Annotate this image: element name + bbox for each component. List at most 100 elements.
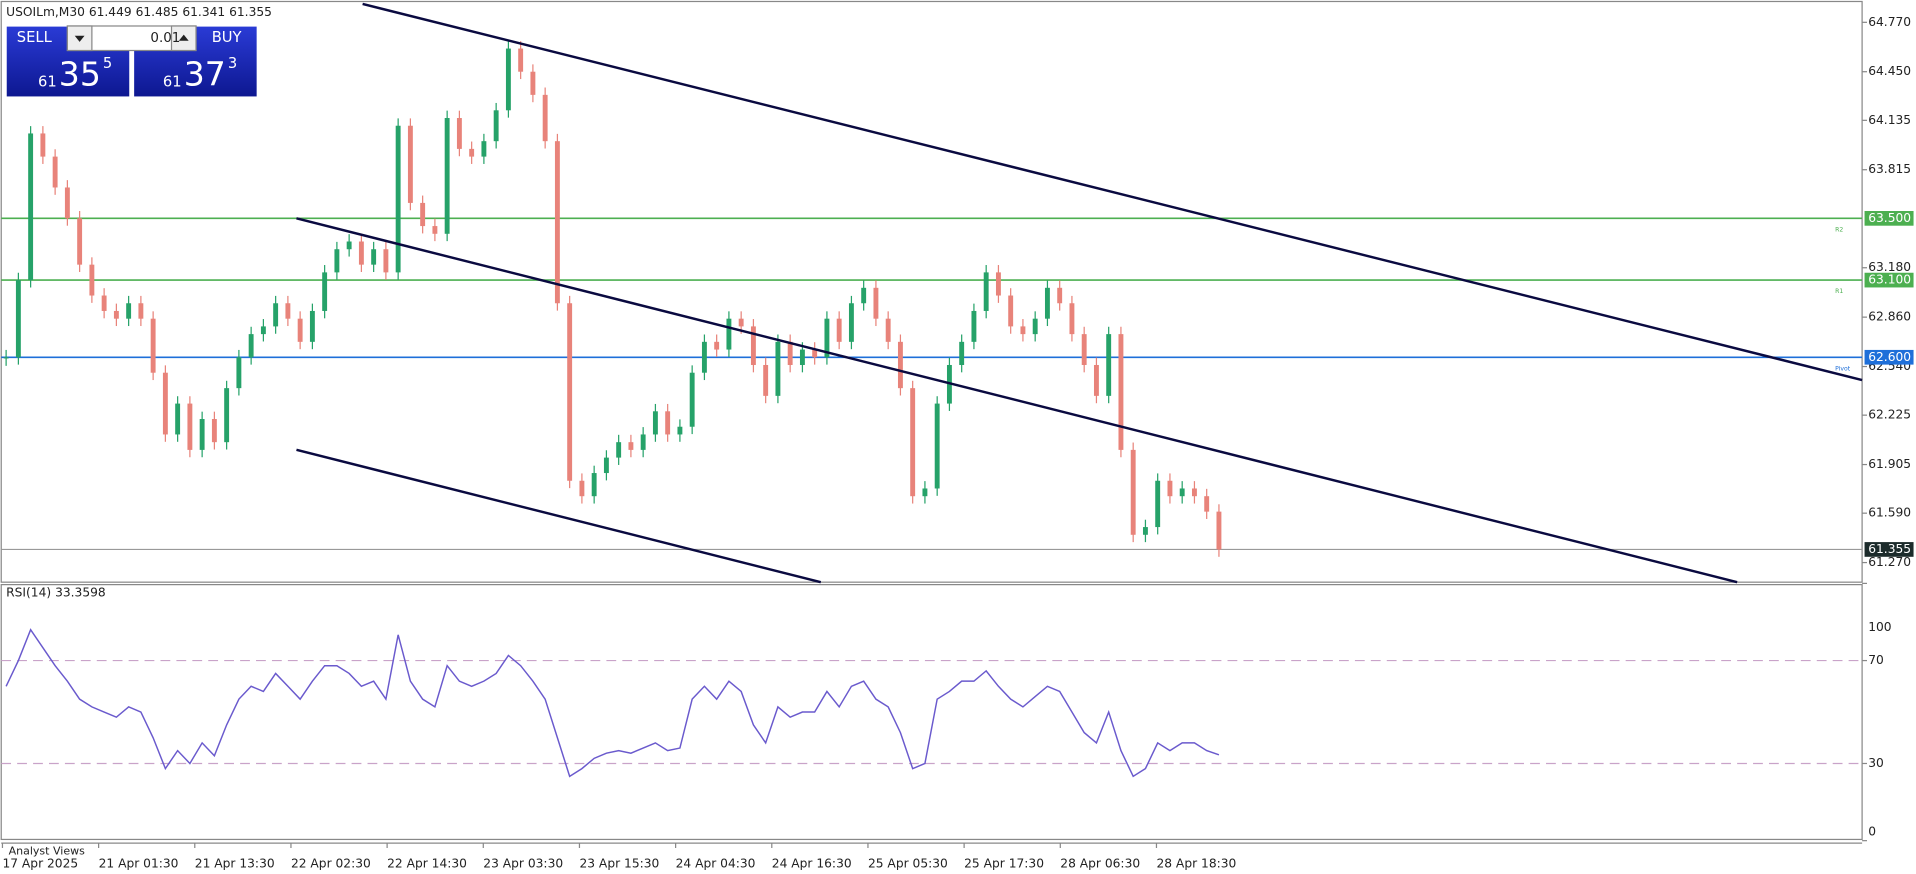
candle xyxy=(187,403,193,450)
candle xyxy=(1142,527,1148,535)
candle xyxy=(1093,364,1099,396)
price-tick-label: 64.135 xyxy=(1868,113,1911,127)
candle xyxy=(481,141,487,157)
candle xyxy=(113,310,119,319)
time-label: 23 Apr 03:30 xyxy=(483,856,563,870)
level-tag: R1 xyxy=(1835,288,1843,295)
candle xyxy=(848,303,854,342)
candle xyxy=(1020,326,1026,335)
rsi-title: RSI(14) 33.3598 xyxy=(6,586,106,600)
price-tick-label: 61.590 xyxy=(1868,506,1911,520)
candle xyxy=(260,326,266,335)
candle xyxy=(309,310,315,342)
candle xyxy=(346,241,352,250)
price-tick-label: 63.180 xyxy=(1868,260,1911,274)
trend-line xyxy=(296,217,1738,584)
candle xyxy=(1008,295,1014,327)
time-label: 23 Apr 15:30 xyxy=(579,856,659,870)
rsi-line xyxy=(5,628,1220,778)
price-tick-label: 64.450 xyxy=(1868,64,1911,78)
sell-label: SELL xyxy=(17,29,53,46)
candle xyxy=(726,318,732,350)
candle xyxy=(1167,480,1173,497)
time-label: 21 Apr 01:30 xyxy=(99,856,179,870)
candle xyxy=(211,419,217,443)
rsi-tick-label: 100 xyxy=(1868,620,1891,634)
time-label: 28 Apr 06:30 xyxy=(1060,856,1140,870)
candle xyxy=(1216,511,1222,550)
candle xyxy=(995,272,1001,296)
sell-price-sup: 5 xyxy=(103,55,112,72)
candle xyxy=(52,156,58,188)
candle xyxy=(383,249,389,273)
rsi-tick-label: 30 xyxy=(1868,756,1884,770)
time-label: 24 Apr 04:30 xyxy=(676,856,756,870)
candle xyxy=(1057,287,1063,304)
candle xyxy=(836,318,842,342)
candle xyxy=(983,272,989,311)
candle xyxy=(89,264,95,296)
symbol-header: USOILm,M30 61.449 61.485 61.341 61.355 xyxy=(6,5,272,19)
analyst-views-tab[interactable]: Analyst Views xyxy=(9,845,86,858)
time-label: 17 Apr 2025 xyxy=(2,856,78,870)
candle xyxy=(910,388,916,497)
candle xyxy=(812,349,818,358)
candle xyxy=(358,241,364,265)
time-label: 21 Apr 13:30 xyxy=(195,856,275,870)
candle xyxy=(395,125,401,273)
trade-panel: SELL 0.01 BUY 61 35 5 61 37 3 xyxy=(5,25,258,98)
candle xyxy=(1106,334,1112,396)
candle xyxy=(652,411,658,435)
candle xyxy=(64,187,70,219)
candle xyxy=(518,48,524,72)
sell-price-small: 61 xyxy=(38,73,57,90)
candle xyxy=(628,442,634,450)
level-label: 63.500 xyxy=(1868,211,1911,225)
candle xyxy=(469,148,475,157)
candle xyxy=(922,488,928,497)
candle xyxy=(897,341,903,389)
candle xyxy=(1204,496,1210,512)
candle xyxy=(763,364,769,396)
time-label: 22 Apr 14:30 xyxy=(387,856,467,870)
candle xyxy=(40,133,46,157)
time-label: 22 Apr 02:30 xyxy=(291,856,371,870)
candle xyxy=(591,473,597,497)
candle xyxy=(175,403,181,435)
trend-line xyxy=(362,2,1863,382)
candle xyxy=(934,403,940,489)
trend-line xyxy=(296,448,822,584)
candle xyxy=(273,303,279,327)
lot-value: 0.01 xyxy=(150,30,180,46)
candle xyxy=(861,287,867,304)
candle xyxy=(750,326,756,365)
candle xyxy=(775,341,781,396)
candle xyxy=(787,341,793,365)
candle xyxy=(1044,287,1050,319)
candle xyxy=(665,411,671,435)
down-arrow xyxy=(74,35,85,42)
candle xyxy=(554,141,560,304)
candle xyxy=(322,272,328,311)
candle xyxy=(1081,334,1087,365)
up-arrow xyxy=(178,34,189,41)
buy-price-small: 61 xyxy=(163,73,182,90)
candle xyxy=(493,110,499,142)
current-price-label: 61.355 xyxy=(1868,542,1911,556)
candle xyxy=(689,372,695,427)
candle xyxy=(701,341,707,373)
candle xyxy=(530,71,536,95)
main-pane xyxy=(0,0,1863,583)
candle xyxy=(824,318,830,358)
buy-label: BUY xyxy=(212,29,242,46)
candle xyxy=(1155,480,1161,528)
candle xyxy=(579,480,585,497)
candle xyxy=(603,457,609,474)
sell-price-big: 35 xyxy=(59,55,101,94)
level-label-box xyxy=(1864,211,1914,226)
buy-price-big: 37 xyxy=(184,55,226,94)
current-price-box xyxy=(1864,542,1914,557)
rsi-tick-label: 70 xyxy=(1868,653,1884,667)
candle xyxy=(432,226,438,234)
